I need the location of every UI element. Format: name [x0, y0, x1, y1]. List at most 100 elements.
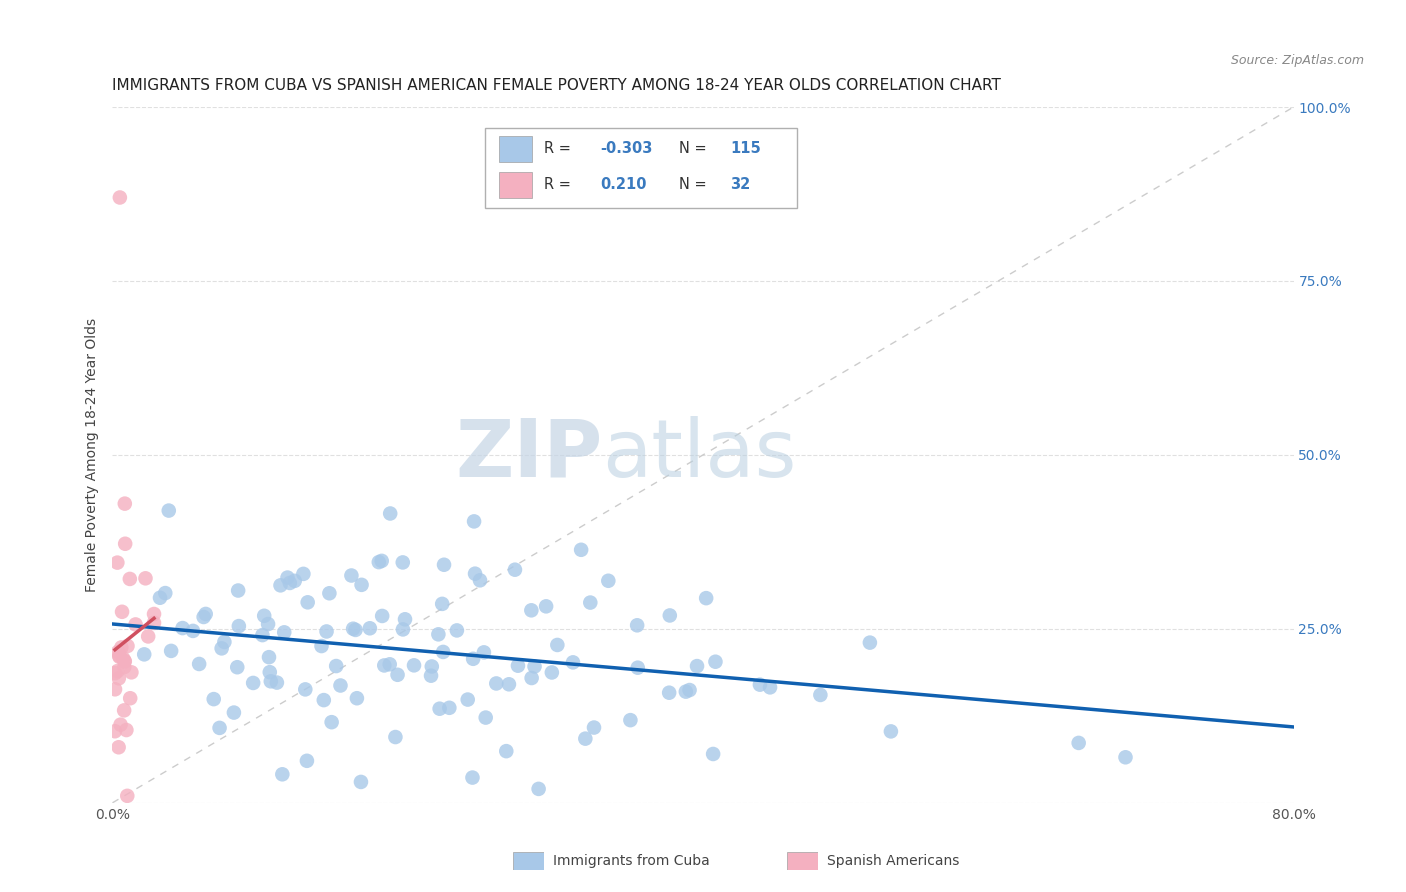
- Point: [284, 574, 307, 588]
- Point: [257, 650, 280, 665]
- FancyBboxPatch shape: [513, 852, 544, 870]
- Point: [427, 627, 450, 641]
- Text: N =: N =: [679, 141, 711, 156]
- Point: [315, 624, 337, 639]
- Point: [194, 607, 217, 621]
- Point: [114, 654, 136, 668]
- Point: [136, 629, 159, 643]
- Point: [117, 789, 139, 803]
- Point: [105, 556, 128, 570]
- Point: [346, 691, 368, 706]
- Point: [378, 657, 401, 672]
- Point: [474, 710, 496, 724]
- Point: [808, 688, 831, 702]
- Point: [371, 609, 394, 624]
- Point: [271, 767, 294, 781]
- Point: [172, 621, 194, 635]
- Point: [266, 675, 288, 690]
- Point: [107, 740, 129, 755]
- Point: [120, 665, 142, 680]
- Point: [112, 651, 135, 665]
- Point: [143, 615, 166, 630]
- Point: [222, 706, 245, 720]
- Point: [325, 659, 347, 673]
- Point: [104, 724, 127, 739]
- Point: [259, 665, 281, 680]
- Point: [503, 563, 526, 577]
- Point: [569, 542, 592, 557]
- Point: [420, 669, 443, 683]
- Point: [420, 659, 443, 673]
- Point: [520, 603, 543, 617]
- Point: [294, 682, 316, 697]
- Point: [391, 556, 413, 570]
- Point: [318, 586, 340, 600]
- Point: [627, 661, 650, 675]
- Point: [626, 618, 648, 632]
- Point: [108, 648, 131, 663]
- Point: [433, 558, 456, 572]
- Point: [658, 608, 681, 623]
- Point: [214, 635, 236, 649]
- Text: Immigrants from Cuba: Immigrants from Cuba: [553, 854, 709, 868]
- Point: [295, 754, 318, 768]
- Point: [344, 623, 367, 637]
- Point: [859, 635, 882, 649]
- Point: [432, 597, 454, 611]
- FancyBboxPatch shape: [499, 136, 531, 162]
- Point: [520, 671, 543, 685]
- Point: [370, 554, 392, 568]
- Text: Source: ZipAtlas.com: Source: ZipAtlas.com: [1230, 54, 1364, 67]
- Point: [506, 658, 529, 673]
- Point: [202, 692, 225, 706]
- Y-axis label: Female Poverty Among 18-24 Year Olds: Female Poverty Among 18-24 Year Olds: [86, 318, 100, 592]
- Point: [155, 586, 177, 600]
- Point: [107, 645, 129, 659]
- Point: [367, 555, 389, 569]
- Text: 0.210: 0.210: [600, 178, 647, 193]
- Point: [461, 771, 484, 785]
- Point: [704, 655, 727, 669]
- Title: IMMIGRANTS FROM CUBA VS SPANISH AMERICAN FEMALE POVERTY AMONG 18-24 YEAR OLDS CO: IMMIGRANTS FROM CUBA VS SPANISH AMERICAN…: [112, 78, 1001, 94]
- Point: [579, 596, 602, 610]
- Point: [273, 625, 295, 640]
- Point: [523, 659, 546, 673]
- Point: [211, 641, 233, 656]
- Point: [260, 674, 283, 689]
- FancyBboxPatch shape: [485, 128, 797, 208]
- Point: [278, 576, 301, 591]
- Point: [686, 659, 709, 673]
- Point: [619, 713, 641, 727]
- Point: [675, 684, 697, 698]
- Point: [495, 744, 517, 758]
- Point: [292, 566, 315, 581]
- Point: [350, 775, 373, 789]
- Point: [108, 649, 131, 664]
- Point: [658, 686, 681, 700]
- Point: [1067, 736, 1090, 750]
- Point: [359, 621, 381, 635]
- Point: [472, 645, 495, 659]
- Point: [108, 190, 131, 204]
- Text: N =: N =: [679, 178, 716, 193]
- Point: [257, 617, 280, 632]
- Point: [228, 619, 250, 633]
- Point: [114, 537, 136, 551]
- Point: [114, 655, 136, 669]
- Point: [111, 605, 134, 619]
- Point: [384, 730, 406, 744]
- Point: [134, 648, 156, 662]
- Point: [342, 622, 364, 636]
- Point: [253, 608, 276, 623]
- Point: [112, 703, 135, 717]
- Text: 115: 115: [730, 141, 761, 156]
- Point: [540, 665, 562, 680]
- Point: [392, 623, 415, 637]
- Point: [432, 645, 454, 659]
- Point: [527, 781, 550, 796]
- Point: [311, 639, 333, 653]
- Point: [485, 676, 508, 690]
- Point: [188, 657, 211, 671]
- Point: [110, 640, 132, 655]
- Text: atlas: atlas: [603, 416, 797, 494]
